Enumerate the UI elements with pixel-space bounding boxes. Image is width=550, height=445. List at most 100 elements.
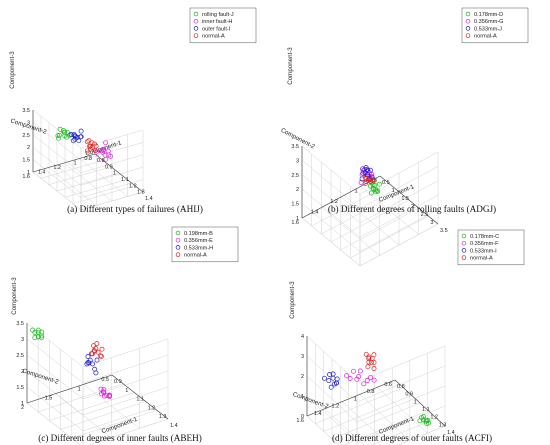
legend-entry: inner fault-H bbox=[202, 19, 232, 25]
panel-caption: (b) Different degrees of rolling faults … bbox=[328, 204, 496, 214]
side-wall-grid-z bbox=[359, 209, 439, 252]
legend-marker bbox=[461, 240, 467, 246]
y-tick-label: 1 bbox=[78, 386, 81, 392]
legend-entry: 0.178mm-C bbox=[470, 234, 499, 240]
side-wall-grid-z bbox=[80, 191, 144, 211]
data-point bbox=[32, 335, 38, 341]
y-tick-label: 1.2 bbox=[332, 404, 340, 410]
floor-grid-x bbox=[60, 401, 146, 430]
y-axis-line bbox=[301, 175, 381, 219]
data-point bbox=[94, 341, 100, 347]
data-point bbox=[85, 360, 91, 365]
floor-grid-y bbox=[63, 162, 113, 202]
data-point bbox=[91, 348, 97, 354]
data-point bbox=[100, 146, 106, 152]
y-tick-label: 1.6 bbox=[22, 174, 30, 180]
panel-d: 0.80.911.11.21.31.40.60.811.21.41.601234… bbox=[289, 229, 525, 445]
x-tick-label: 2.5 bbox=[421, 212, 429, 218]
data-point bbox=[39, 333, 45, 339]
y-axis-line bbox=[26, 374, 113, 404]
z-axis-label: Component-3 bbox=[287, 47, 294, 85]
data-point bbox=[326, 378, 332, 384]
back-wall-grid-z bbox=[306, 415, 339, 445]
z-tick-label: 3.5 bbox=[22, 108, 30, 114]
z-tick-label: 2 bbox=[21, 369, 24, 375]
x-tick-label: 0.9 bbox=[114, 379, 122, 385]
data-point bbox=[364, 378, 370, 384]
floor-grid-x bbox=[315, 387, 404, 424]
y-tick-label: 0.8 bbox=[369, 178, 377, 184]
side-wall-grid-z bbox=[82, 354, 169, 384]
data-point bbox=[98, 353, 104, 359]
data-point bbox=[424, 418, 430, 424]
floor-grid-x bbox=[343, 410, 429, 445]
x-axis-line bbox=[394, 379, 446, 427]
legend-marker bbox=[175, 252, 181, 257]
panel-c: 0.911.11.21.31.40.511.5211.522.533.5Comp… bbox=[11, 226, 239, 445]
panel-caption: (c) Different degrees of inner faults (A… bbox=[38, 433, 202, 443]
legend-marker bbox=[465, 18, 471, 24]
data-point bbox=[354, 376, 360, 382]
y-tick-label: 1 bbox=[73, 161, 76, 167]
data-point bbox=[93, 143, 99, 149]
z-tick-label: 3 bbox=[296, 158, 299, 164]
legend-entry: 0.533mm-H bbox=[184, 245, 213, 251]
z-tick-label: 1.5 bbox=[22, 158, 30, 164]
y-tick-label: 1.4 bbox=[314, 411, 322, 417]
floor-grid-y bbox=[83, 384, 140, 429]
data-point bbox=[70, 138, 76, 144]
side-wall-grid-z bbox=[359, 194, 439, 238]
back-wall-grid-z bbox=[301, 145, 361, 195]
data-point bbox=[424, 421, 430, 426]
data-point bbox=[85, 354, 91, 359]
data-point bbox=[363, 351, 369, 357]
side-wall-grid-z bbox=[356, 365, 446, 403]
y-tick-label: 1.5 bbox=[45, 396, 53, 402]
data-point bbox=[367, 167, 373, 173]
data-point bbox=[60, 128, 66, 134]
data-point bbox=[370, 182, 376, 188]
panel-caption: (d) Different degrees of outer faults (A… bbox=[332, 433, 492, 443]
z-tick-label: 2 bbox=[27, 145, 30, 151]
data-point bbox=[356, 374, 362, 380]
z-axis-label: Component-3 bbox=[289, 281, 296, 319]
data-point bbox=[333, 380, 339, 386]
y-tick-label: 0.8 bbox=[367, 389, 375, 395]
x-tick-label: 0.8 bbox=[97, 158, 105, 164]
x-tick-label: 1.1 bbox=[136, 397, 144, 403]
data-point bbox=[103, 140, 109, 146]
legend-marker bbox=[465, 33, 471, 38]
data-point bbox=[90, 361, 95, 367]
legend-marker bbox=[193, 11, 199, 17]
x-tick-label: 0.8 bbox=[397, 384, 405, 390]
legend-box bbox=[461, 7, 529, 44]
z-tick-label: 3.5 bbox=[291, 144, 299, 150]
legend-marker bbox=[461, 233, 467, 239]
legend-marker bbox=[175, 230, 181, 236]
back-wall-grid-z bbox=[26, 354, 84, 400]
x-tick-label: 1.1 bbox=[422, 407, 430, 413]
data-point bbox=[334, 376, 340, 382]
data-point bbox=[344, 373, 350, 379]
x-tick-label: 1.2 bbox=[129, 183, 137, 189]
side-wall-grid-z bbox=[359, 223, 439, 267]
legend-marker bbox=[465, 11, 471, 17]
z-tick-label: 1 bbox=[301, 394, 304, 400]
side-wall-grid-z bbox=[80, 154, 144, 174]
panel-b: 0.511.522.533.50.811.21.41.611.522.533.5… bbox=[280, 7, 529, 267]
side-wall-grid-z bbox=[88, 418, 169, 445]
legend-marker bbox=[461, 248, 467, 253]
z-tick-label: 1.5 bbox=[291, 202, 299, 208]
x-tick-label: 1 bbox=[392, 188, 395, 194]
data-point bbox=[330, 371, 336, 377]
data-point bbox=[368, 190, 374, 196]
legend-marker bbox=[193, 18, 199, 24]
back-wall-grid-z bbox=[306, 375, 358, 423]
y-tick-label: 1.6 bbox=[291, 220, 299, 226]
back-wall-grid-z bbox=[32, 147, 82, 186]
x-tick-label: 1.4 bbox=[170, 423, 178, 429]
z-tick-label: 3 bbox=[301, 354, 304, 360]
data-point bbox=[371, 366, 377, 371]
data-point bbox=[365, 364, 371, 370]
